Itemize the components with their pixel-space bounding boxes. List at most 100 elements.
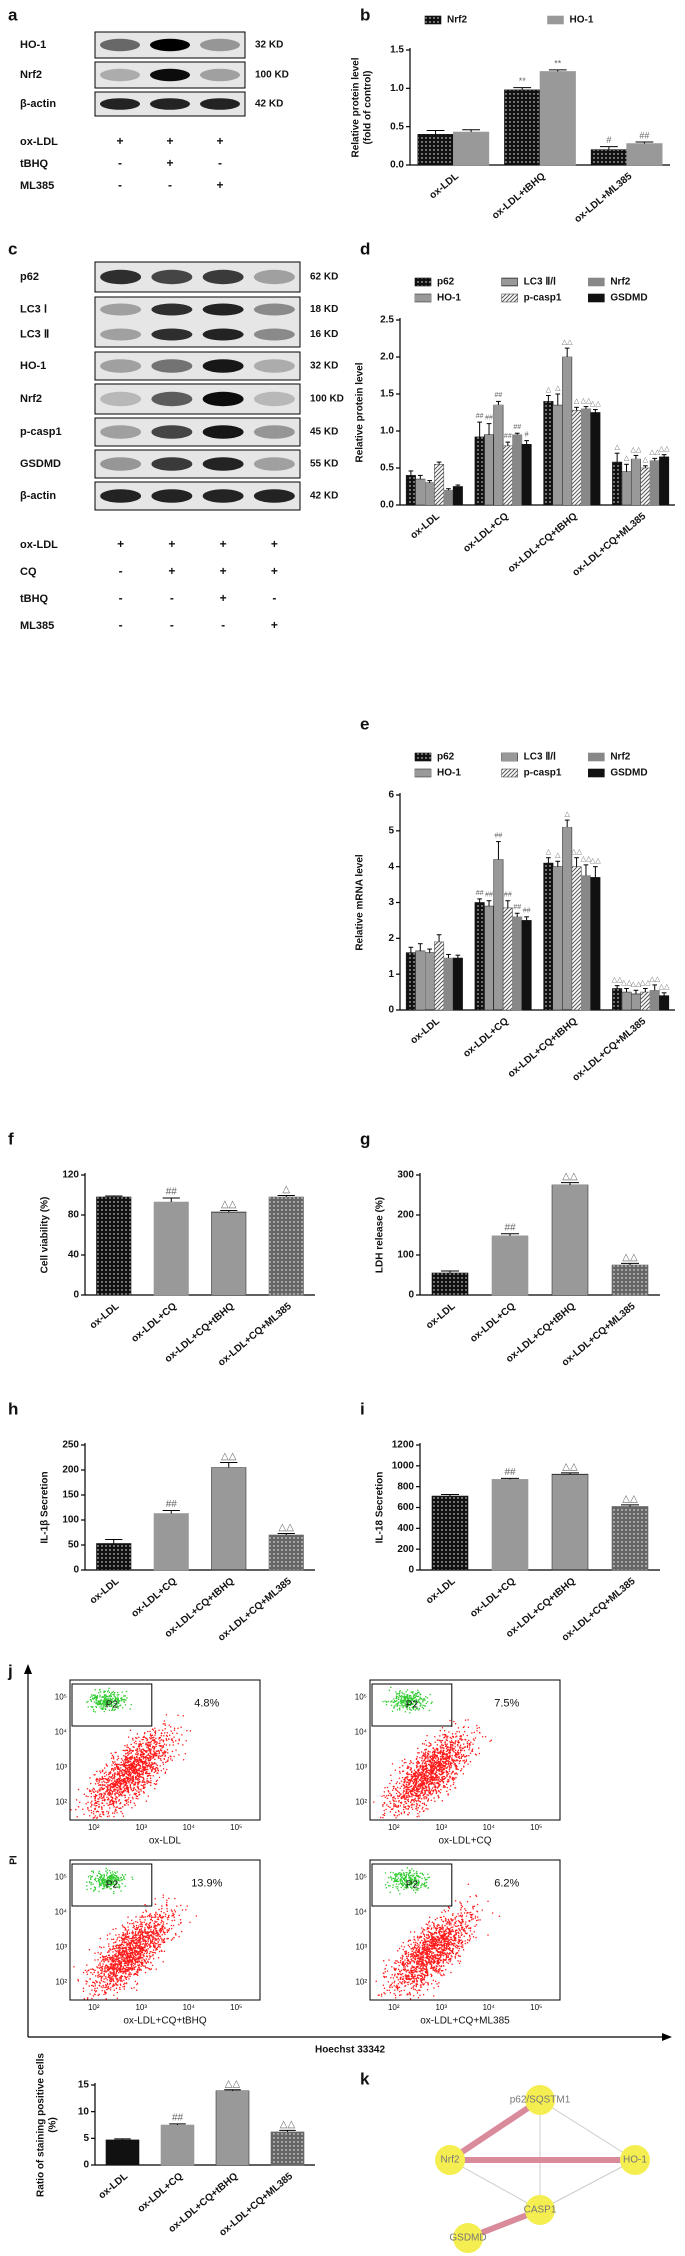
y-tick-label: 600	[397, 1502, 414, 1513]
blot-band	[253, 303, 295, 316]
bar	[590, 877, 601, 1011]
significance-label: ##	[495, 392, 503, 399]
legend-label: Nrf2	[610, 752, 630, 763]
blot-band	[253, 457, 295, 471]
legend-label: p-casp1	[524, 293, 562, 304]
bar	[474, 436, 485, 506]
y-tick-label: 50	[68, 1540, 80, 1551]
plot-label: ox-LDL	[149, 1836, 182, 1847]
legend-swatch	[547, 15, 564, 25]
y-tick-label: 1	[388, 969, 394, 980]
y-axis-label: Ratio of staining positive cells	[36, 2053, 47, 2197]
panel-letter: j	[7, 1661, 13, 1680]
y-tick-label: 200	[62, 1465, 79, 1476]
legend-label: p62	[437, 752, 455, 763]
bar	[630, 458, 641, 506]
bar	[552, 404, 563, 506]
plot-frame	[369, 1679, 561, 1821]
x-tick-label: 10³	[135, 1823, 147, 1832]
significance-label: **	[554, 58, 562, 68]
condition-sign: -	[170, 591, 174, 605]
blot-band	[100, 359, 142, 373]
y-tick-label: 800	[397, 1481, 414, 1492]
blot-band	[151, 425, 193, 439]
y-axis-label: PI	[9, 1855, 20, 1865]
blot-band	[253, 269, 295, 285]
condition-sign: +	[271, 564, 278, 578]
x-tick-label: ox-LDL	[88, 1576, 121, 1607]
blot-band	[100, 489, 142, 503]
condition-label: ML385	[20, 180, 54, 192]
y-tick-label: 250	[62, 1440, 79, 1451]
y-tick-label: 1.0	[380, 426, 394, 437]
bar	[612, 988, 623, 1011]
network-edge	[539, 2099, 636, 2161]
legend-label: p-casp1	[524, 768, 562, 779]
bar	[424, 952, 435, 1011]
bar	[590, 149, 627, 166]
y-tick-label: 400	[397, 1523, 414, 1534]
blot-band	[151, 489, 193, 503]
bar	[424, 482, 435, 506]
gate	[371, 1683, 453, 1727]
significance-label: △△	[221, 1199, 237, 1210]
bar	[590, 412, 601, 506]
blot-row-label: HO-1	[20, 360, 46, 372]
x-tick-label: ox-LDL+CQ	[461, 511, 511, 555]
x-tick-label: 10⁵	[530, 2003, 542, 2012]
condition-sign: +	[271, 618, 278, 632]
y-tick-label: 5	[388, 825, 394, 836]
plot-label: ox-LDL+CQ+tBHQ	[123, 2016, 207, 2027]
x-axis-label: Hoechst 33342	[315, 2045, 385, 2056]
bar	[580, 408, 591, 506]
significance-label: ##	[513, 424, 521, 431]
blot-band	[253, 328, 295, 341]
significance-label: △△	[590, 400, 601, 407]
bar	[96, 1543, 132, 1571]
significance-label: △	[624, 455, 630, 462]
bar	[452, 957, 463, 1011]
x-tick-label: ox-LDL	[424, 1301, 457, 1332]
blot-band	[253, 359, 295, 373]
significance-label: △△	[562, 339, 573, 346]
arrow-head	[24, 1664, 32, 1674]
y-tick-label: 0	[408, 1290, 414, 1301]
significance-label: ##	[504, 1222, 516, 1233]
condition-sign: +	[220, 564, 227, 578]
cell-cloud	[86, 1867, 134, 1895]
y-tick-label: 0.0	[380, 500, 394, 511]
blot-band	[100, 457, 142, 471]
condition-sign: +	[166, 156, 173, 170]
y-tick-label: 5	[83, 2133, 89, 2144]
blot-size-label: 42 KD	[255, 99, 283, 110]
legend-swatch	[424, 15, 442, 25]
y-tick-label: 10⁵	[55, 1693, 67, 1702]
x-tick-label: ox-LDL+tBHQ	[490, 171, 548, 222]
condition-sign: +	[271, 537, 278, 551]
significance-label: △△	[581, 856, 592, 863]
significance-label: **	[519, 76, 527, 86]
legend-label: LC3 Ⅱ/Ⅰ	[524, 277, 556, 288]
panel-letter: a	[8, 5, 18, 24]
significance-label: △△	[221, 1451, 237, 1462]
y-axis-label: LDH release (%)	[375, 1197, 386, 1273]
legend-swatch	[501, 768, 518, 778]
blot-band	[100, 269, 142, 285]
blot-band	[100, 328, 142, 341]
cell-cloud	[384, 1867, 431, 1895]
blot-box	[94, 383, 301, 415]
bar	[621, 991, 632, 1011]
blot-band	[202, 328, 244, 341]
x-tick-label: 10²	[388, 1823, 400, 1832]
bar	[543, 862, 554, 1011]
blot-band	[200, 98, 240, 110]
network-node	[620, 2145, 650, 2175]
significance-label: △	[546, 386, 552, 393]
bar	[211, 1211, 247, 1296]
node-label: Nrf2	[441, 2155, 460, 2166]
x-tick-label: ox-LDL	[424, 1576, 457, 1607]
node-label: CASP1	[524, 2205, 557, 2216]
legend-swatch	[588, 293, 605, 303]
significance-label: ##	[485, 414, 493, 421]
blot-box	[94, 351, 301, 381]
